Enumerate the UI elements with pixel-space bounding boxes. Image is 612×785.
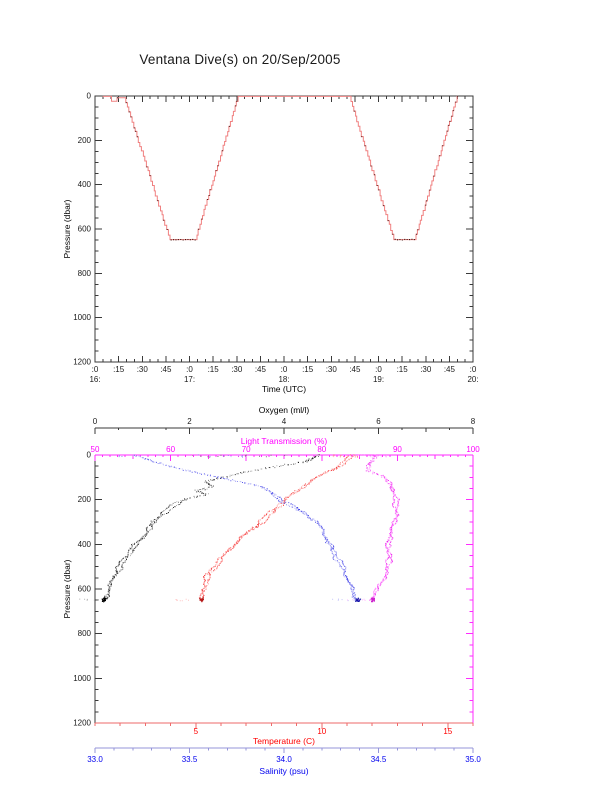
- time-axis-label: Time (UTC): [261, 384, 307, 394]
- svg-text:33.0: 33.0: [87, 755, 103, 764]
- light-transmission-axis-label: Light Transmission (%): [240, 436, 328, 446]
- svg-text::45: :45: [444, 365, 456, 374]
- svg-text:1000: 1000: [73, 674, 91, 683]
- svg-text::0: :0: [92, 365, 99, 374]
- svg-text:600: 600: [78, 225, 92, 234]
- svg-text:0: 0: [87, 451, 92, 460]
- svg-text::30: :30: [420, 365, 432, 374]
- svg-text:19:: 19:: [373, 375, 384, 384]
- svg-text::15: :15: [397, 365, 409, 374]
- svg-text:800: 800: [78, 269, 92, 278]
- temperature-axis-label: Temperature (C): [253, 736, 315, 746]
- top-plot-pressure-axis-label: Pressure (dbar): [62, 199, 72, 259]
- svg-text:5: 5: [194, 727, 199, 736]
- svg-text:6: 6: [376, 417, 381, 426]
- svg-text:15: 15: [443, 727, 452, 736]
- svg-text:34.5: 34.5: [371, 755, 387, 764]
- svg-text::30: :30: [137, 365, 149, 374]
- svg-text:34.0: 34.0: [276, 755, 292, 764]
- oxygen-axis-label: Oxygen (ml/l): [258, 405, 310, 415]
- svg-text:400: 400: [78, 180, 92, 189]
- salinity-axis-label: Salinity (psu): [259, 766, 309, 776]
- figure-title: Ventana Dive(s) on 20/Sep/2005: [139, 52, 341, 67]
- svg-text:16:: 16:: [89, 375, 100, 384]
- svg-text:2: 2: [187, 417, 192, 426]
- svg-text::45: :45: [349, 365, 361, 374]
- svg-text:33.5: 33.5: [182, 755, 198, 764]
- bottom-plot-pressure-axis-label: Pressure (dbar): [62, 559, 72, 619]
- svg-text:400: 400: [78, 540, 92, 549]
- svg-text::0: :0: [375, 365, 382, 374]
- svg-text:80: 80: [317, 445, 326, 454]
- svg-text:1000: 1000: [73, 313, 91, 322]
- svg-text:200: 200: [78, 136, 92, 145]
- svg-text::0: :0: [186, 365, 193, 374]
- svg-text:35.0: 35.0: [465, 755, 481, 764]
- svg-text:60: 60: [166, 445, 175, 454]
- svg-text:600: 600: [78, 585, 92, 594]
- svg-text::0: :0: [470, 365, 477, 374]
- svg-text:17:: 17:: [184, 375, 195, 384]
- svg-text:10: 10: [317, 727, 326, 736]
- svg-text:70: 70: [242, 445, 251, 454]
- svg-text::45: :45: [160, 365, 172, 374]
- svg-text:800: 800: [78, 629, 92, 638]
- svg-text:0: 0: [87, 92, 92, 101]
- svg-text::45: :45: [255, 365, 267, 374]
- svg-text:50: 50: [91, 445, 100, 454]
- svg-text::30: :30: [231, 365, 243, 374]
- svg-text:90: 90: [393, 445, 402, 454]
- svg-text:20:: 20:: [467, 375, 478, 384]
- svg-text:8: 8: [471, 417, 476, 426]
- svg-text::15: :15: [113, 365, 125, 374]
- svg-text::15: :15: [302, 365, 314, 374]
- svg-text:0: 0: [93, 417, 98, 426]
- svg-text::15: :15: [208, 365, 220, 374]
- svg-text:18:: 18:: [278, 375, 289, 384]
- svg-text:1200: 1200: [73, 719, 91, 728]
- svg-text:200: 200: [78, 495, 92, 504]
- svg-text::0: :0: [281, 365, 288, 374]
- svg-text:1200: 1200: [73, 358, 91, 367]
- svg-text::30: :30: [326, 365, 338, 374]
- svg-text:100: 100: [466, 445, 480, 454]
- svg-text:4: 4: [282, 417, 287, 426]
